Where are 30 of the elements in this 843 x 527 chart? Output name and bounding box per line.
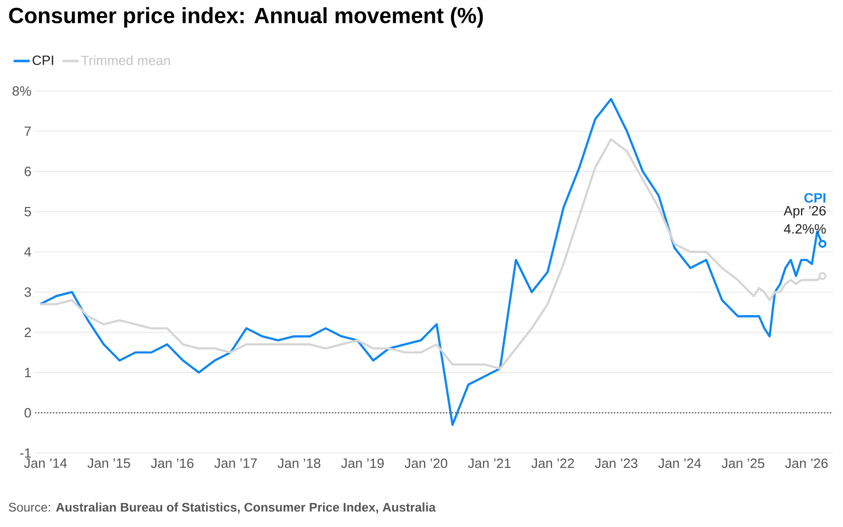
y-tick-label: 6 [24, 166, 31, 176]
x-tick-label: Jan ’19 [341, 458, 384, 468]
source-note: Source: Australian Bureau of Statistics, Consumer Price Index, Australia [8, 502, 436, 514]
x-tick-label: Jan ’24 [658, 458, 702, 468]
y-tick-label: 1 [25, 368, 31, 378]
y-tick-label: 2 [24, 328, 31, 338]
annotation: Apr ’26 [784, 206, 826, 218]
y-tick-label: 3 [24, 287, 31, 297]
legend-label: Trimmed mean [81, 55, 170, 66]
y-tick-label: 4 [24, 247, 32, 257]
x-tick-label: Jan ’16 [150, 458, 194, 468]
x-tick-label: Jan ’20 [404, 458, 448, 468]
x-tick-label: Jan ’14 [24, 458, 67, 468]
chart-title: Consumer price index: Annual movement (%) [9, 7, 483, 28]
y-tick-label: 0 [24, 408, 31, 418]
legend-label: CPI [32, 56, 54, 66]
y-tick-label: 7 [24, 126, 31, 136]
annotation: 4.2%% [784, 224, 826, 234]
y-tick-label: 5 [24, 206, 31, 216]
y-tick-label: 8% [12, 86, 32, 96]
x-tick-label: Jan ’17 [214, 458, 257, 468]
x-tick-label: Jan ’18 [278, 458, 320, 468]
x-tick-label: Jan ’23 [594, 458, 638, 468]
x-tick-label: Jan ’25 [722, 458, 764, 468]
x-tick-label: Jan ’15 [88, 458, 130, 468]
x-tick-label: Jan ’26 [785, 458, 828, 468]
y-tick-label: -1 [20, 448, 31, 458]
x-tick-label: Jan ’22 [531, 458, 574, 468]
x-tick-label: Jan ’21 [468, 458, 511, 468]
annotation: CPI [804, 193, 826, 203]
